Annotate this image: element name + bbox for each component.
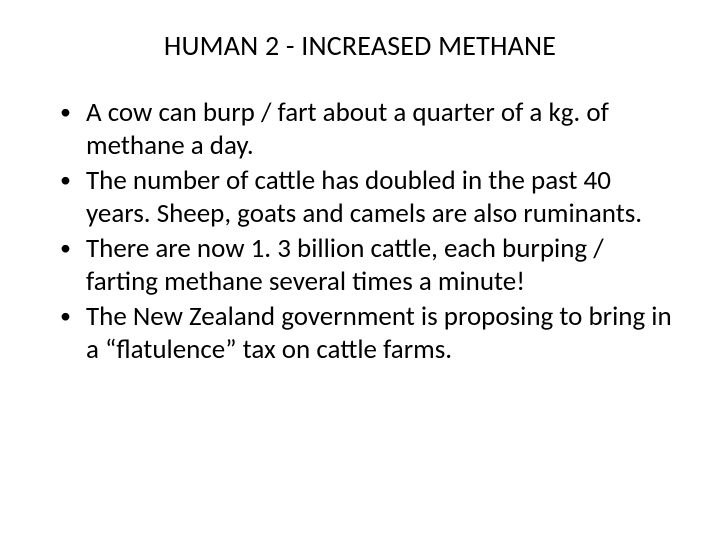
slide-title: HUMAN 2 - INCREASED METHANE bbox=[42, 28, 678, 63]
list-item: A cow can burp / fart about a quarter of… bbox=[66, 97, 678, 163]
bullet-list: A cow can burp / fart about a quarter of… bbox=[42, 97, 678, 367]
list-item: There are now 1. 3 billion cattle, each … bbox=[66, 233, 678, 299]
list-item: The New Zealand government is proposing … bbox=[66, 301, 678, 367]
list-item: The number of cattle has doubled in the … bbox=[66, 165, 678, 231]
